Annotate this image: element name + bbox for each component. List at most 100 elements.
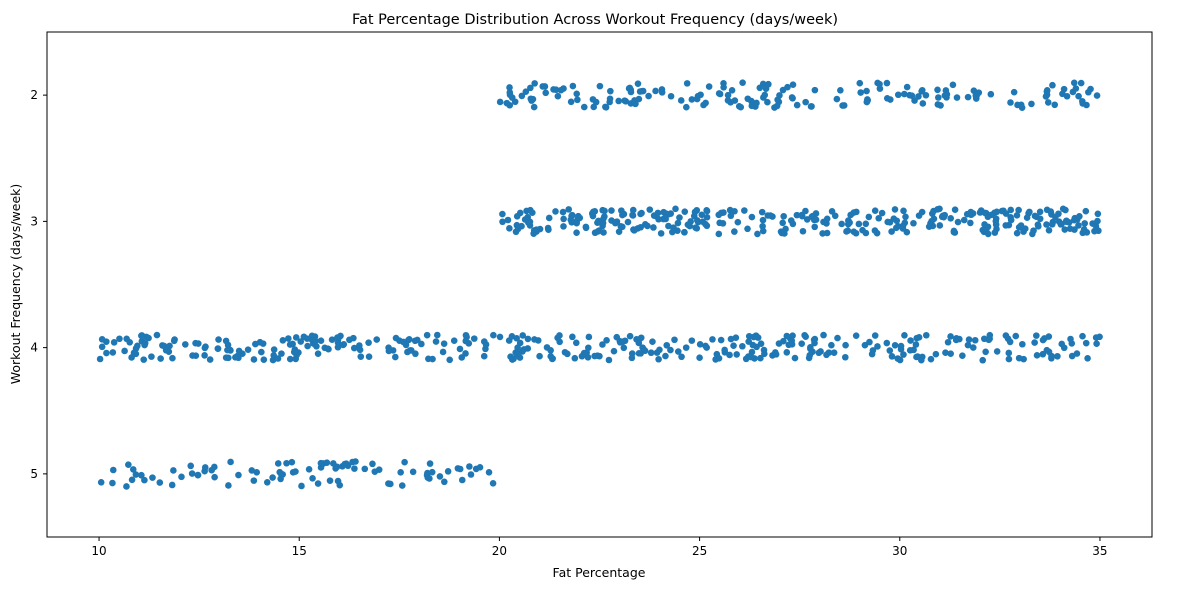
scatter-point <box>225 482 232 489</box>
scatter-point <box>868 350 876 358</box>
scatter-point <box>1080 226 1088 233</box>
scatter-point <box>256 338 264 346</box>
scatter-point <box>1014 101 1021 109</box>
scatter-point <box>201 352 208 359</box>
scatter-point <box>891 341 899 349</box>
scatter-point <box>418 340 425 348</box>
scatter-point <box>1031 339 1038 346</box>
scatter-point <box>547 347 554 354</box>
scatter-point <box>894 91 902 99</box>
scatter-point <box>897 342 905 350</box>
scatter-point <box>297 338 305 345</box>
scatter-point <box>1033 332 1040 339</box>
scatter-point <box>1094 210 1102 218</box>
scatter-point <box>731 228 738 235</box>
scatter-point <box>235 471 242 479</box>
scatter-point <box>891 206 899 213</box>
scatter-point <box>462 337 470 345</box>
scatter-point <box>580 103 588 111</box>
scatter-point <box>615 228 623 235</box>
scatter-point <box>703 207 710 214</box>
scatter-point <box>739 79 746 86</box>
scatter-point <box>875 214 883 222</box>
scatter-point <box>705 83 713 90</box>
scatter-point <box>371 468 379 475</box>
scatter-point <box>846 219 853 226</box>
scatter-point <box>1079 332 1086 340</box>
scatter-point <box>141 476 148 484</box>
scatter-point <box>1057 221 1065 228</box>
scatter-point <box>526 218 534 226</box>
scatter-point <box>919 100 927 107</box>
scatter-point <box>761 91 769 99</box>
scatter-point <box>654 209 662 217</box>
scatter-point <box>844 227 852 235</box>
scatter-point <box>698 211 706 219</box>
scatter-point <box>222 354 230 361</box>
scatter-point <box>939 212 947 220</box>
scatter-point <box>601 207 608 215</box>
scatter-point <box>893 217 901 225</box>
scatter-point <box>352 458 359 465</box>
scatter-point <box>887 96 894 103</box>
scatter-point <box>533 226 540 233</box>
scatter-point <box>168 481 176 489</box>
scatter-point <box>748 348 756 356</box>
scatter-point <box>531 80 538 87</box>
scatter-point <box>987 90 995 98</box>
scatter-point <box>900 351 907 358</box>
scatter-point <box>328 336 336 344</box>
scatter-point <box>991 229 999 236</box>
scatter-point <box>1063 92 1071 100</box>
scatter-point <box>1072 85 1080 92</box>
scatter-point <box>556 338 563 346</box>
scatter-point <box>564 350 571 358</box>
scatter-point <box>969 344 977 351</box>
scatter-point <box>760 346 768 354</box>
scatter-point <box>963 210 971 218</box>
scatter-point <box>883 339 891 347</box>
scatter-point <box>912 341 920 348</box>
plot-frame <box>46 31 1153 538</box>
scatter-point <box>506 84 513 91</box>
scatter-point <box>874 343 881 350</box>
scatter-point <box>1033 352 1041 359</box>
scatter-point <box>936 222 944 229</box>
scatter-point <box>1028 100 1035 108</box>
scatter-point <box>529 95 537 103</box>
scatter-point <box>793 101 801 109</box>
scatter-point <box>918 356 925 364</box>
scatter-point <box>635 350 643 357</box>
scatter-point <box>629 212 637 219</box>
scatter-point <box>426 460 434 467</box>
scatter-point <box>286 355 294 363</box>
scatter-point <box>574 215 582 223</box>
scatter-point <box>799 227 807 235</box>
scatter-point <box>724 97 732 104</box>
scatter-point <box>140 356 148 363</box>
scatter-point <box>681 228 688 236</box>
scatter-point <box>512 228 520 236</box>
scatter-point <box>1043 221 1050 228</box>
scatter-point <box>215 336 222 343</box>
x-tick-label: 30 <box>892 544 907 558</box>
scatter-point <box>1007 99 1014 106</box>
scatter-point <box>170 337 178 345</box>
scatter-point <box>682 344 690 351</box>
scatter-point <box>775 340 783 347</box>
scatter-point <box>572 339 580 347</box>
scatter-point <box>549 355 556 363</box>
scatter-point <box>324 345 332 353</box>
scatter-point <box>744 225 751 233</box>
scatter-point <box>308 332 316 340</box>
scatter-point <box>911 97 918 104</box>
scatter-point <box>954 218 962 226</box>
scatter-point <box>626 332 634 340</box>
scatter-point <box>717 336 725 344</box>
scatter-point <box>590 208 597 216</box>
scatter-point <box>672 205 679 213</box>
x-tick-label: 15 <box>292 544 307 558</box>
scatter-point <box>852 332 860 339</box>
scatter-point <box>617 223 625 230</box>
scatter-point <box>594 228 602 235</box>
